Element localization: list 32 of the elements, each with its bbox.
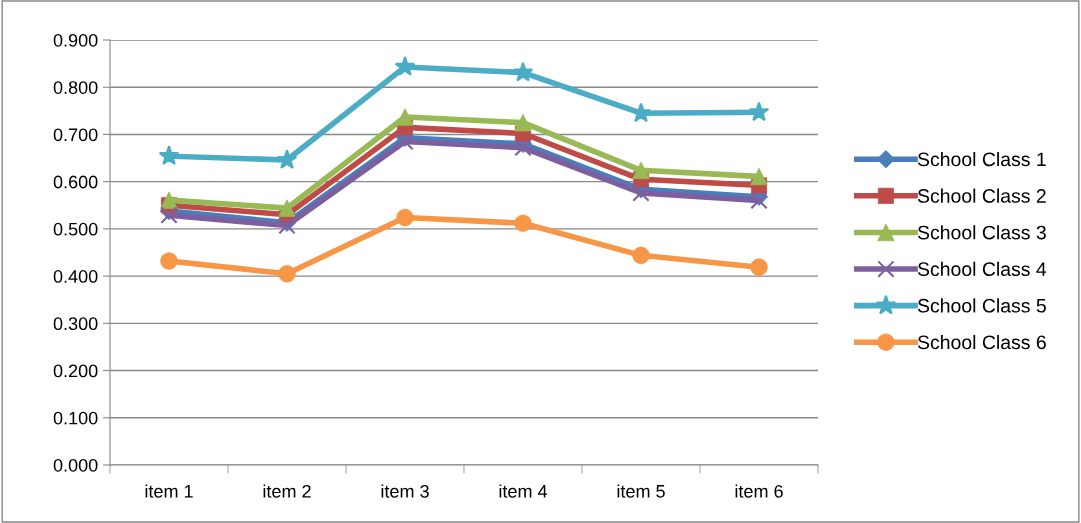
legend-label: School Class 4	[917, 261, 1047, 277]
point	[512, 61, 534, 82]
point	[396, 132, 414, 151]
legend-label: School Class 1	[917, 151, 1046, 167]
x-tick-label: item 2	[263, 484, 311, 498]
x-tick-label: item 1	[145, 484, 193, 498]
y-tick-label: 0.000	[53, 458, 98, 472]
y-tick-label: 0.300	[53, 317, 98, 331]
legend-label: School Class 5	[917, 298, 1046, 313]
legend-label: School Class 2	[917, 188, 1046, 203]
y-tick-label: 0.700	[53, 128, 98, 142]
point	[394, 56, 416, 76]
x-tick-label: item 4	[499, 484, 548, 498]
y-tick-label: 0.500	[53, 222, 98, 236]
y-tick-label: 0.100	[53, 411, 98, 425]
y-tick-label: 0.900	[53, 33, 98, 47]
point	[750, 191, 768, 210]
point	[160, 206, 178, 224]
point	[514, 113, 532, 132]
y-tick-label: 0.800	[53, 81, 98, 94]
point	[158, 145, 180, 166]
point	[276, 149, 298, 169]
legend-label: School Class 6	[917, 334, 1046, 350]
y-tick-label: 0.600	[53, 175, 98, 189]
point	[748, 101, 770, 122]
point	[632, 184, 650, 202]
legend-label: School Class 3	[917, 225, 1046, 240]
x-tick-label: item 5	[617, 484, 665, 498]
y-tick-label: 0.200	[53, 364, 98, 378]
x-tick-label: item 6	[735, 484, 783, 498]
y-tick-label: 0.400	[53, 270, 98, 283]
x-tick-label: item 3	[381, 484, 429, 498]
